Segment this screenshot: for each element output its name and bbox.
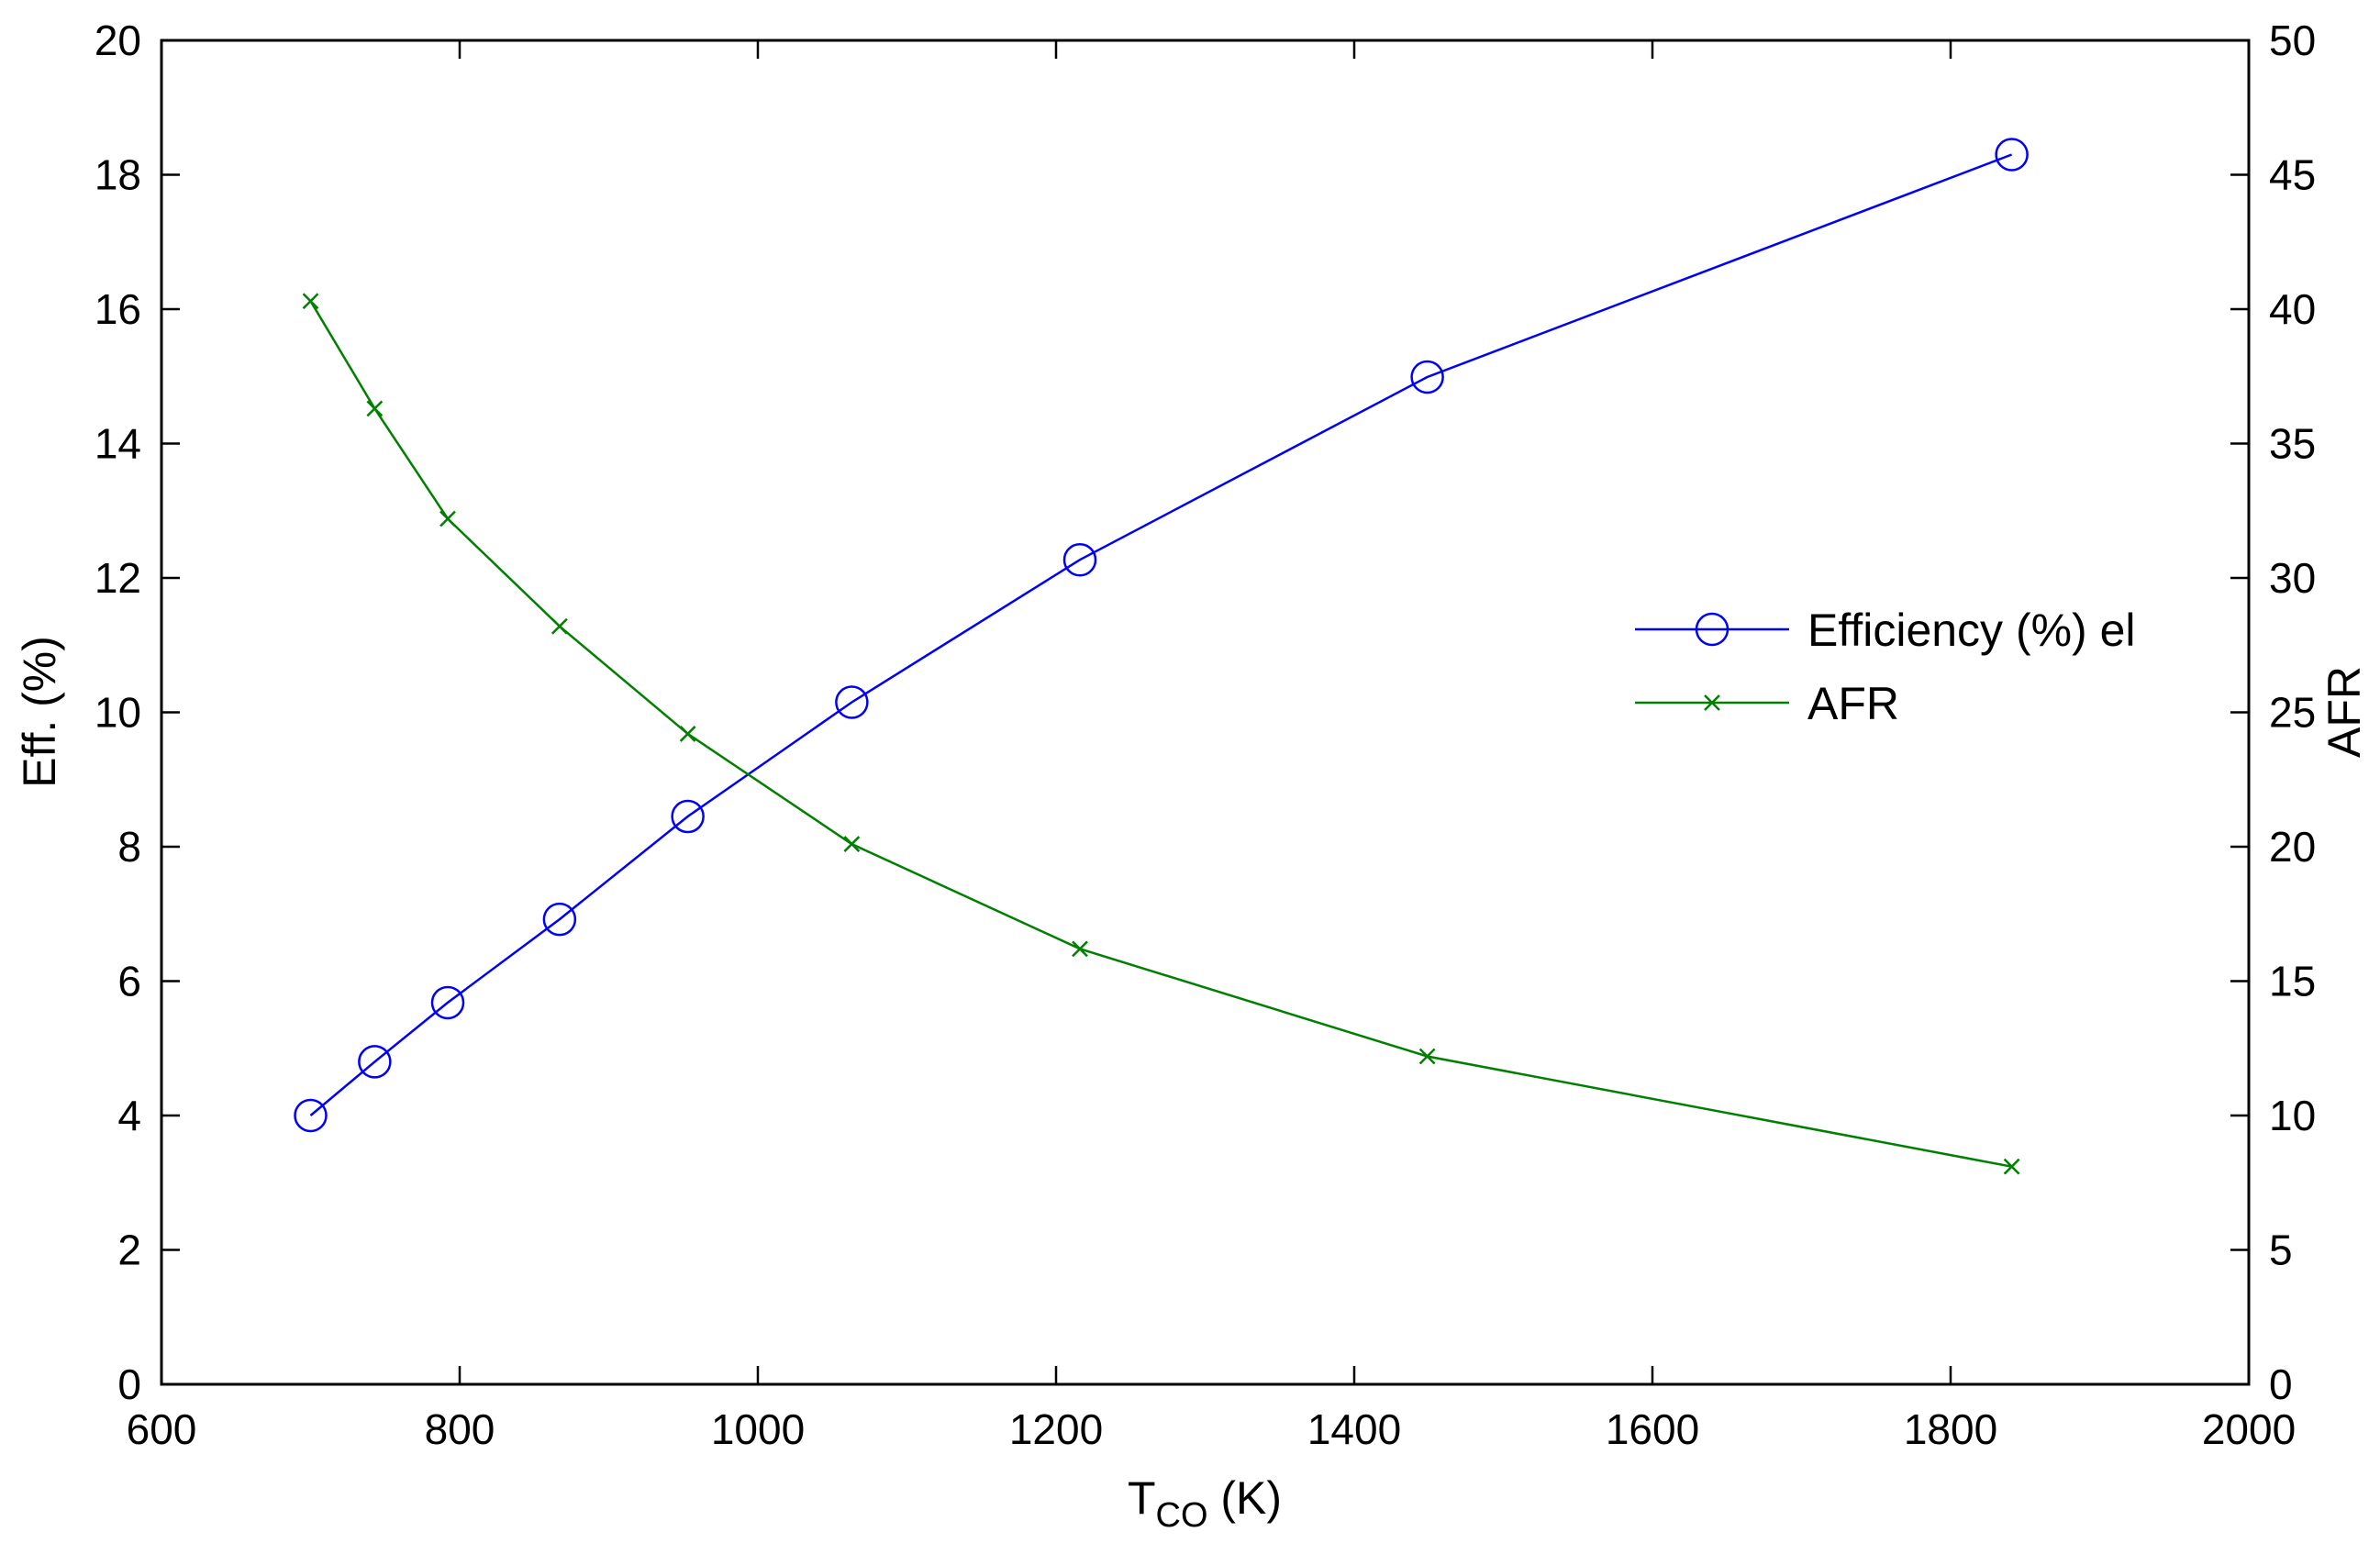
right-y-tick-label: 35 [2269, 420, 2316, 468]
data-point-efficiency [1062, 542, 1097, 577]
left-y-axis-ticks: 0 2 4 6 8 10 12 14 16 18 20 [95, 17, 180, 1408]
x-tick-label: 1200 [1009, 1405, 1103, 1453]
left-y-tick-label: 18 [95, 151, 141, 199]
data-point-efficiency [542, 902, 577, 937]
x-tick-label: 600 [127, 1405, 197, 1453]
data-point-efficiency [835, 685, 869, 719]
left-y-tick-label: 12 [95, 554, 141, 602]
data-point-afr [551, 617, 568, 635]
data-point-afr [679, 726, 696, 742]
data-point-afr [302, 293, 319, 310]
data-point-efficiency [1410, 360, 1444, 394]
left-y-tick-label: 4 [117, 1092, 141, 1139]
data-point-afr [2003, 1158, 2020, 1175]
left-y-axis-label: Eff. (%) [14, 636, 65, 788]
right-y-tick-label: 10 [2269, 1092, 2316, 1139]
series-line-efficiency [309, 153, 2013, 1116]
left-y-tick-label: 20 [95, 17, 141, 64]
x-tick-label: 1000 [711, 1405, 805, 1453]
x-tick-label: 800 [425, 1405, 495, 1453]
right-y-axis-ticks: 0 5 10 15 20 25 30 35 40 45 50 [2230, 17, 2316, 1408]
legend-label-efficiency: Efficiency (%) el [1807, 605, 2136, 656]
right-y-tick-label: 25 [2269, 689, 2316, 737]
x-axis-label: TCO (K) [1128, 1472, 1282, 1535]
right-y-tick-label: 50 [2269, 17, 2316, 64]
x-tick-label: 1400 [1307, 1405, 1401, 1453]
left-y-tick-label: 2 [117, 1227, 141, 1274]
right-y-tick-label: 15 [2269, 958, 2316, 1005]
left-y-tick-label: 0 [117, 1360, 141, 1408]
data-point-efficiency [430, 985, 465, 1020]
legend-label-afr: AFR [1807, 678, 1899, 729]
left-y-tick-label: 6 [117, 958, 141, 1005]
data-point-afr [843, 836, 861, 852]
left-y-tick-label: 16 [95, 285, 141, 333]
right-y-tick-label: 0 [2269, 1360, 2293, 1408]
x-tick-label: 1600 [1606, 1405, 1699, 1453]
right-y-tick-label: 45 [2269, 151, 2316, 199]
legend-marker-efficiency [1695, 612, 1729, 647]
x-tick-label: 2000 [2202, 1405, 2296, 1453]
data-point-efficiency [671, 799, 705, 834]
right-y-tick-label: 20 [2269, 823, 2316, 871]
legend: Efficiency (%) el AFR [1635, 605, 2136, 729]
data-point-efficiency [294, 1098, 328, 1133]
x-tick-label: 1800 [1904, 1405, 1997, 1453]
data-point-afr [1418, 1048, 1436, 1065]
plot-area [160, 39, 2251, 1386]
series-layer [294, 138, 2029, 1175]
data-point-efficiency [1995, 138, 2029, 172]
data-point-efficiency [358, 1045, 392, 1079]
left-y-tick-label: 8 [117, 823, 141, 871]
left-y-tick-label: 14 [95, 420, 141, 468]
right-y-tick-label: 5 [2269, 1227, 2293, 1274]
x-axis-ticks: 600 800 1000 1200 1400 1600 1800 2000 [127, 40, 2296, 1453]
data-point-afr [1072, 940, 1088, 958]
legend-marker-afr [1704, 694, 1720, 711]
right-y-axis-label: AFR [2319, 666, 2370, 758]
data-point-afr [439, 510, 456, 527]
right-y-tick-label: 40 [2269, 285, 2316, 333]
left-y-tick-label: 10 [95, 689, 141, 737]
data-point-afr [366, 400, 384, 417]
right-y-tick-label: 30 [2269, 554, 2316, 602]
